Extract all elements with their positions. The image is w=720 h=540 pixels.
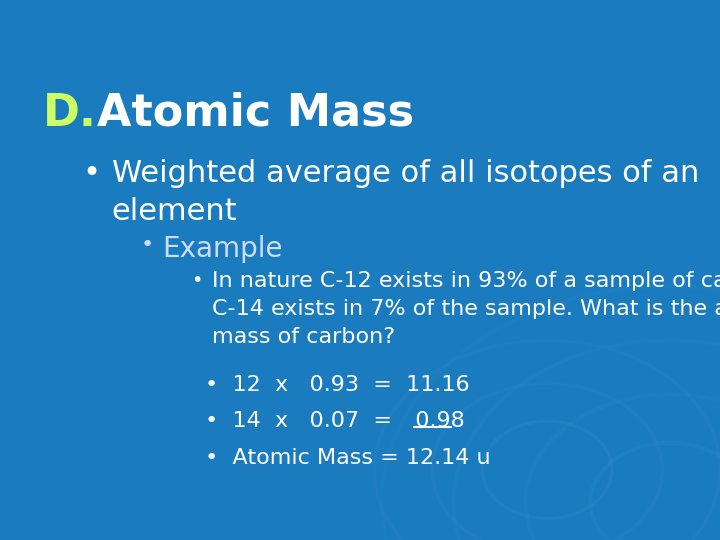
Text: Atomic Mass: Atomic Mass [97,92,414,135]
Text: •: • [140,235,153,255]
Text: •  12  x   0.93  =  11.16: • 12 x 0.93 = 11.16 [205,375,470,395]
Text: D.: D. [43,92,97,135]
Text: •  14  x   0.07  =: • 14 x 0.07 = [205,411,392,431]
Text: In nature C-12 exists in 93% of a sample of carbon while
C-14 exists in 7% of th: In nature C-12 exists in 93% of a sample… [212,271,720,347]
Text: •: • [83,159,101,188]
Text: Example: Example [162,235,282,263]
Text: •: • [191,271,202,290]
Text: Weighted average of all isotopes of an: Weighted average of all isotopes of an [112,159,699,188]
Text: element: element [112,197,238,226]
Text: •  Atomic Mass = 12.14 u: • Atomic Mass = 12.14 u [205,448,491,468]
Text: 0.98: 0.98 [401,411,465,431]
